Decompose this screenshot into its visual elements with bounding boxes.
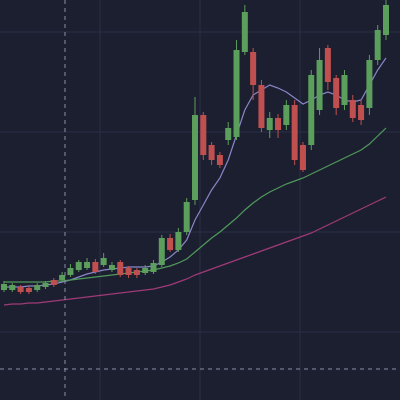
candle-body (75, 262, 82, 270)
candle-body (333, 78, 340, 108)
candle-body (175, 232, 182, 250)
candle-body (258, 85, 265, 128)
candle-body (308, 75, 315, 145)
candle-body (316, 60, 323, 110)
candle-body (200, 115, 207, 155)
candle-body (92, 262, 99, 272)
candle-body (150, 263, 157, 272)
candle-body (208, 145, 215, 160)
candle-body (1, 284, 7, 290)
candle-body (192, 115, 198, 200)
candle-body (374, 30, 381, 60)
candle-body (358, 105, 365, 120)
candle-body (225, 128, 232, 140)
candle-body (324, 48, 331, 82)
plot (1, 0, 389, 306)
candle-body (100, 258, 107, 265)
candle-body (266, 118, 273, 130)
candle-body (67, 268, 74, 275)
candle-body (341, 75, 348, 105)
candle-body (349, 100, 356, 118)
candle-body (241, 12, 248, 52)
candle-body (125, 268, 132, 275)
moving-average (4, 127, 387, 283)
candle-body (108, 265, 115, 270)
candle-body (50, 280, 57, 285)
candle-body (34, 285, 41, 290)
candle-body (133, 270, 140, 275)
candle-body (158, 238, 165, 265)
candle-body (84, 262, 91, 268)
candle-body (366, 60, 373, 108)
candle-body (25, 288, 32, 292)
candle-body (299, 145, 306, 170)
candle-body (383, 5, 389, 35)
candle-body (183, 202, 190, 232)
candle-body (142, 268, 149, 273)
candle-body (291, 105, 298, 160)
candle-body (9, 285, 16, 290)
candle-body (216, 155, 223, 165)
candle-body (250, 52, 257, 85)
candle-body (167, 238, 174, 250)
candle-body (233, 50, 240, 137)
candle-body (42, 283, 49, 287)
candle-body (275, 118, 282, 130)
candle-body (117, 262, 124, 275)
moving-average (3, 196, 387, 306)
candle-body (59, 275, 66, 280)
candle-body (283, 105, 290, 125)
candle-body (17, 287, 24, 292)
